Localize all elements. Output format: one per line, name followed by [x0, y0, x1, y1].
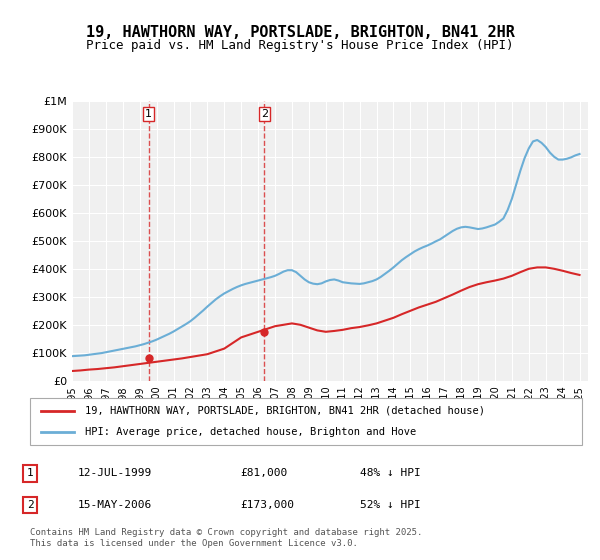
Text: £81,000: £81,000: [240, 468, 287, 478]
Text: Contains HM Land Registry data © Crown copyright and database right 2025.
This d: Contains HM Land Registry data © Crown c…: [30, 528, 422, 548]
Text: 1: 1: [26, 468, 34, 478]
Text: 2: 2: [261, 109, 268, 119]
Text: 2: 2: [26, 500, 34, 510]
FancyBboxPatch shape: [30, 398, 582, 445]
Text: 19, HAWTHORN WAY, PORTSLADE, BRIGHTON, BN41 2HR: 19, HAWTHORN WAY, PORTSLADE, BRIGHTON, B…: [86, 25, 514, 40]
Text: Price paid vs. HM Land Registry's House Price Index (HPI): Price paid vs. HM Land Registry's House …: [86, 39, 514, 52]
Text: 1: 1: [145, 109, 152, 119]
Text: 12-JUL-1999: 12-JUL-1999: [78, 468, 152, 478]
Text: 15-MAY-2006: 15-MAY-2006: [78, 500, 152, 510]
Text: £173,000: £173,000: [240, 500, 294, 510]
Text: 52% ↓ HPI: 52% ↓ HPI: [360, 500, 421, 510]
Text: 48% ↓ HPI: 48% ↓ HPI: [360, 468, 421, 478]
Text: HPI: Average price, detached house, Brighton and Hove: HPI: Average price, detached house, Brig…: [85, 427, 416, 437]
Text: 19, HAWTHORN WAY, PORTSLADE, BRIGHTON, BN41 2HR (detached house): 19, HAWTHORN WAY, PORTSLADE, BRIGHTON, B…: [85, 406, 485, 416]
